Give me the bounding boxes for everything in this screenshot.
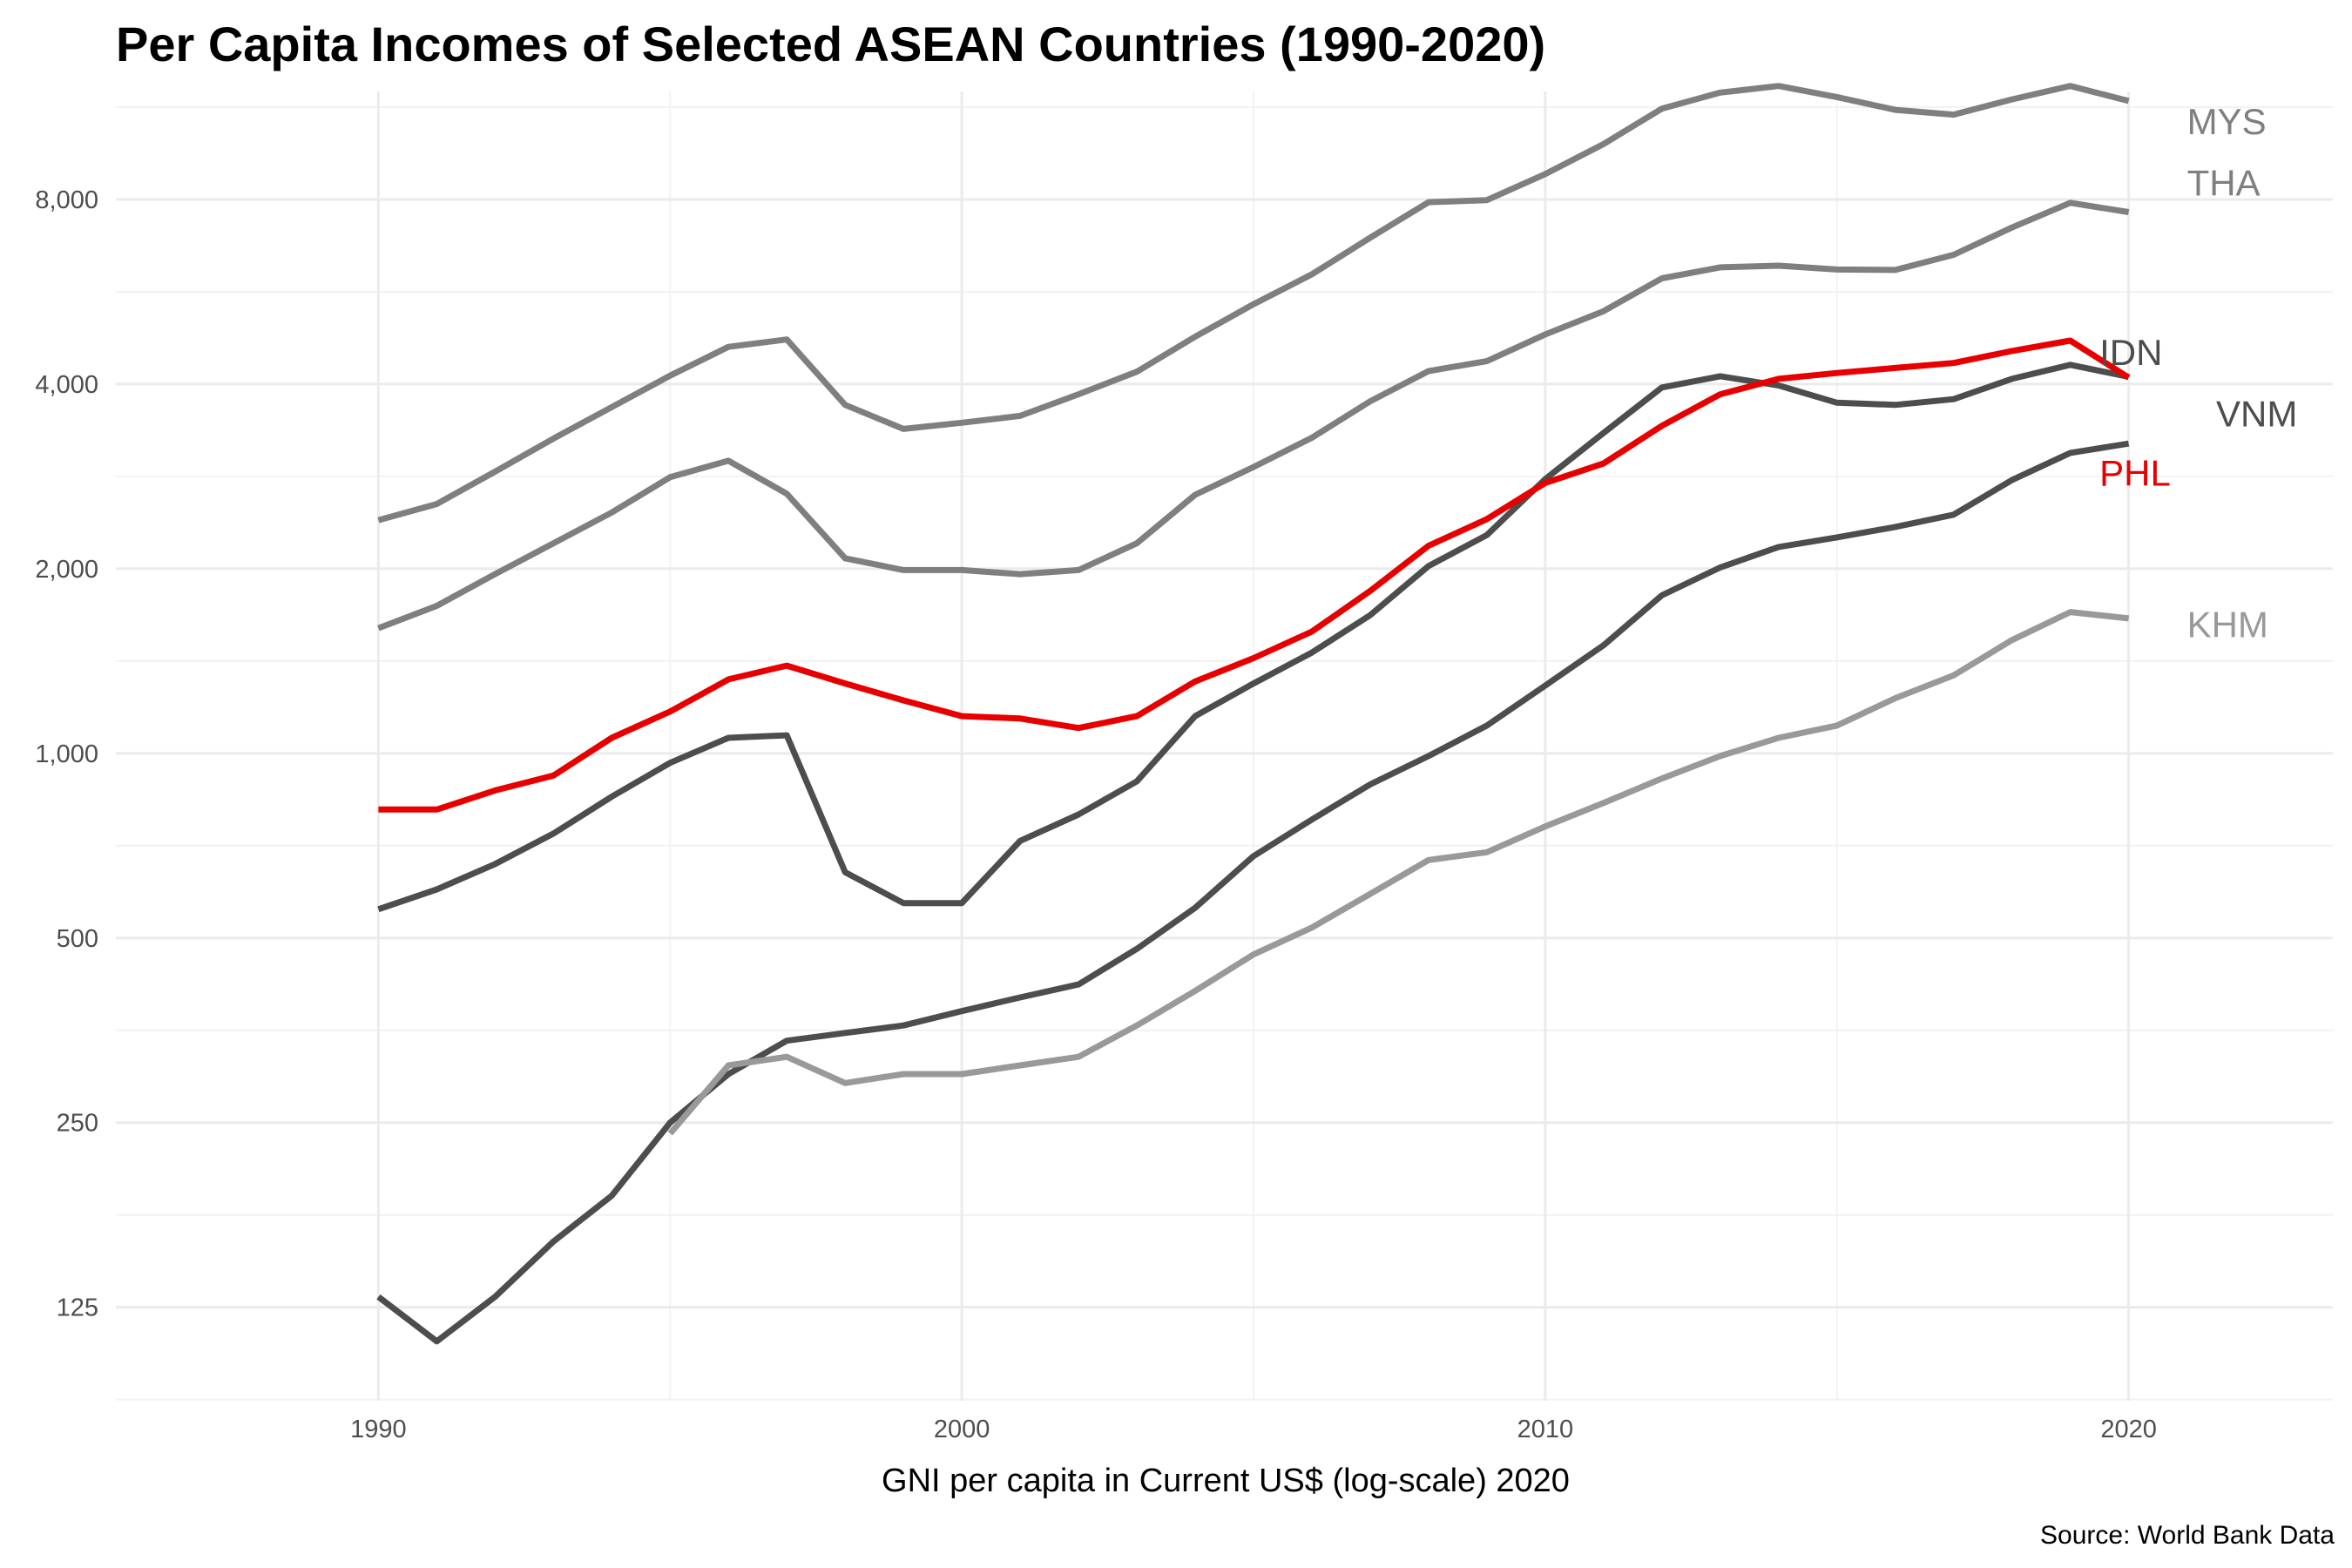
x-axis-title: GNI per capita in Current US$ (log-scale… <box>882 1463 1570 1499</box>
y-tick-label-500: 500 <box>57 925 98 953</box>
chart-caption: Source: World Bank Data <box>2040 1521 2335 1550</box>
x-axis-tick-labels: 1990 2000 2010 2020 <box>350 1416 2157 1443</box>
series-label-tha: THA <box>2187 162 2261 203</box>
series-label-mys: MYS <box>2187 101 2267 142</box>
x-tick-label-2020: 2020 <box>2100 1416 2157 1443</box>
y-axis-tick-labels: 125 250 500 1,000 2,000 4,000 8,000 <box>35 186 98 1322</box>
y-tick-label-250: 250 <box>57 1110 98 1138</box>
y-tick-label-125: 125 <box>57 1294 98 1322</box>
grid <box>116 91 2333 1401</box>
y-tick-label-1000: 1,000 <box>35 740 98 768</box>
series-line-mys <box>377 83 2130 524</box>
series-line-khm <box>667 609 2129 1136</box>
series-line-idn <box>377 362 2130 913</box>
y-tick-label-4000: 4,000 <box>35 371 98 399</box>
x-tick-label-2010: 2010 <box>1517 1416 1574 1443</box>
x-tick-label-2000: 2000 <box>934 1416 990 1443</box>
series-labels: MYS THA IDN VNM PHL KHM <box>2099 101 2297 645</box>
series-label-khm: KHM <box>2187 604 2268 645</box>
series-line-tha <box>377 199 2130 632</box>
chart-title: Per Capita Incomes of Selected ASEAN Cou… <box>116 17 1545 71</box>
series-label-phl: PHL <box>2099 453 2171 494</box>
series-label-vnm: VNM <box>2216 394 2297 435</box>
y-tick-label-8000: 8,000 <box>35 186 98 214</box>
series-line-phl <box>378 337 2131 813</box>
series-lines <box>376 83 2131 1345</box>
series-label-idn: IDN <box>2099 332 2162 373</box>
series-line-vnm <box>376 440 2130 1345</box>
x-tick-label-1990: 1990 <box>350 1416 407 1443</box>
y-tick-label-2000: 2,000 <box>35 556 98 584</box>
